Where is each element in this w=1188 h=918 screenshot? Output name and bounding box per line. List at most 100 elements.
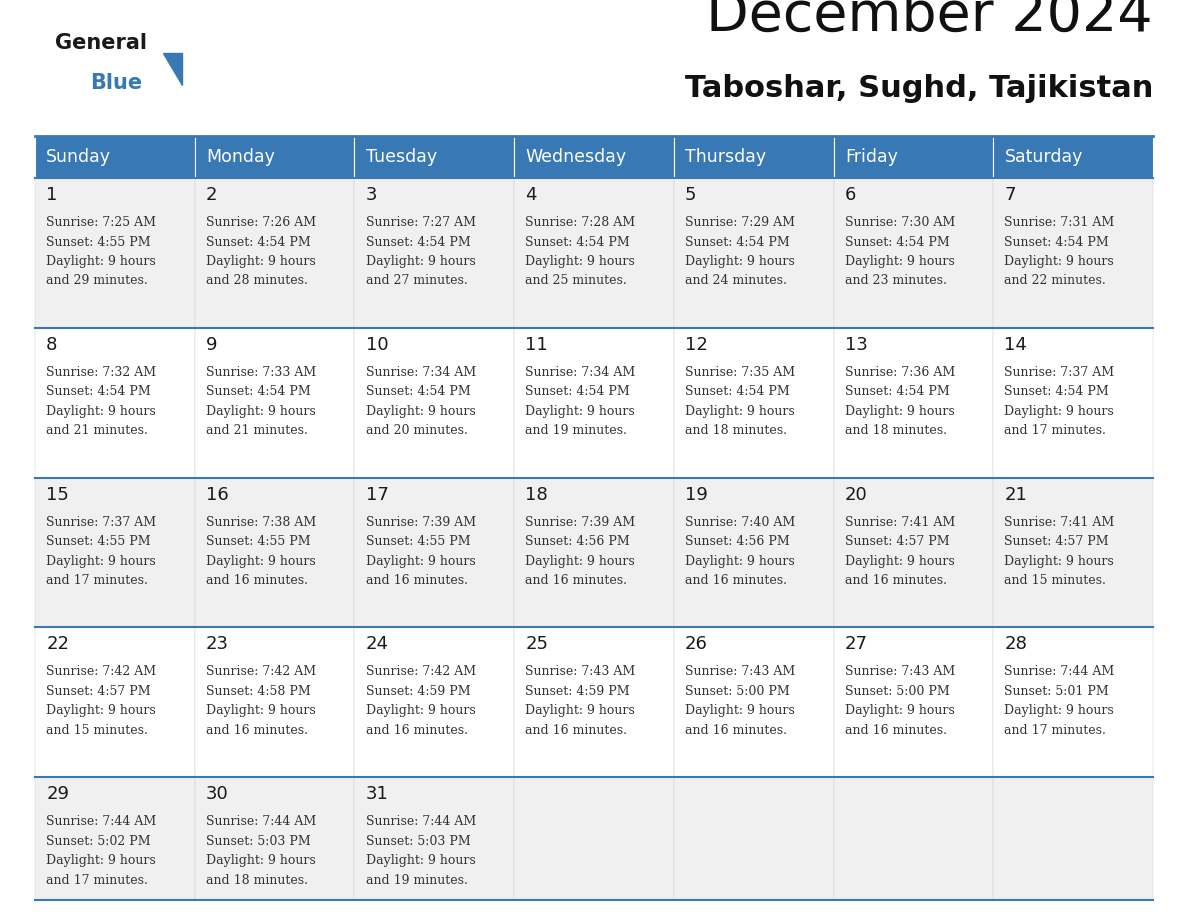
Text: and 20 minutes.: and 20 minutes.	[366, 424, 468, 437]
Text: Sunday: Sunday	[46, 148, 112, 166]
Text: Sunset: 4:56 PM: Sunset: 4:56 PM	[525, 535, 630, 548]
Text: Sunrise: 7:27 AM: Sunrise: 7:27 AM	[366, 216, 475, 229]
Text: 3: 3	[366, 186, 377, 204]
Text: and 16 minutes.: and 16 minutes.	[366, 724, 468, 737]
Text: Daylight: 9 hours: Daylight: 9 hours	[685, 554, 795, 567]
Text: and 17 minutes.: and 17 minutes.	[46, 574, 148, 588]
Text: Sunrise: 7:26 AM: Sunrise: 7:26 AM	[206, 216, 316, 229]
Text: and 16 minutes.: and 16 minutes.	[845, 724, 947, 737]
Text: Sunset: 4:54 PM: Sunset: 4:54 PM	[46, 386, 151, 398]
Text: 5: 5	[685, 186, 696, 204]
Text: Sunrise: 7:29 AM: Sunrise: 7:29 AM	[685, 216, 795, 229]
Text: 26: 26	[685, 635, 708, 654]
Bar	[195, 178, 354, 328]
Text: Daylight: 9 hours: Daylight: 9 hours	[46, 405, 156, 418]
Text: Daylight: 9 hours: Daylight: 9 hours	[685, 405, 795, 418]
Text: Daylight: 9 hours: Daylight: 9 hours	[46, 554, 156, 567]
Text: Sunrise: 7:25 AM: Sunrise: 7:25 AM	[46, 216, 156, 229]
Bar	[514, 328, 674, 477]
Text: Daylight: 9 hours: Daylight: 9 hours	[46, 854, 156, 868]
Bar	[354, 136, 514, 178]
Text: Daylight: 9 hours: Daylight: 9 hours	[206, 255, 316, 268]
Bar	[34, 136, 195, 178]
Text: and 16 minutes.: and 16 minutes.	[525, 574, 627, 588]
Text: 22: 22	[46, 635, 69, 654]
Bar	[195, 328, 354, 477]
Text: and 16 minutes.: and 16 minutes.	[685, 574, 786, 588]
Text: Daylight: 9 hours: Daylight: 9 hours	[845, 704, 954, 717]
Text: and 21 minutes.: and 21 minutes.	[46, 424, 148, 437]
Text: Sunset: 4:54 PM: Sunset: 4:54 PM	[206, 236, 310, 249]
Text: Daylight: 9 hours: Daylight: 9 hours	[46, 255, 156, 268]
Bar	[993, 178, 1154, 328]
Text: Daylight: 9 hours: Daylight: 9 hours	[1005, 405, 1114, 418]
Bar	[993, 477, 1154, 627]
Bar	[993, 136, 1154, 178]
Text: Daylight: 9 hours: Daylight: 9 hours	[525, 405, 636, 418]
Text: Sunrise: 7:35 AM: Sunrise: 7:35 AM	[685, 365, 795, 379]
Text: and 29 minutes.: and 29 minutes.	[46, 274, 148, 287]
Text: 15: 15	[46, 486, 69, 504]
Text: Daylight: 9 hours: Daylight: 9 hours	[206, 554, 316, 567]
Bar	[514, 136, 674, 178]
Text: Daylight: 9 hours: Daylight: 9 hours	[366, 554, 475, 567]
Text: Sunset: 4:54 PM: Sunset: 4:54 PM	[685, 386, 790, 398]
Text: Sunrise: 7:44 AM: Sunrise: 7:44 AM	[1005, 666, 1114, 678]
Text: Sunset: 4:54 PM: Sunset: 4:54 PM	[525, 386, 630, 398]
Bar	[195, 136, 354, 178]
Bar	[674, 178, 834, 328]
Bar	[834, 778, 993, 900]
Text: Sunrise: 7:44 AM: Sunrise: 7:44 AM	[366, 815, 476, 828]
Bar	[993, 627, 1154, 778]
Text: 10: 10	[366, 336, 388, 353]
Text: and 16 minutes.: and 16 minutes.	[845, 574, 947, 588]
Text: and 18 minutes.: and 18 minutes.	[845, 424, 947, 437]
Bar	[34, 178, 195, 328]
Text: Sunset: 4:55 PM: Sunset: 4:55 PM	[46, 236, 151, 249]
Text: Sunrise: 7:40 AM: Sunrise: 7:40 AM	[685, 516, 795, 529]
Text: Sunrise: 7:44 AM: Sunrise: 7:44 AM	[46, 815, 157, 828]
Text: 7: 7	[1005, 186, 1016, 204]
Text: 21: 21	[1005, 486, 1028, 504]
Text: Sunrise: 7:33 AM: Sunrise: 7:33 AM	[206, 365, 316, 379]
Text: Saturday: Saturday	[1005, 148, 1082, 166]
Text: Sunrise: 7:37 AM: Sunrise: 7:37 AM	[1005, 365, 1114, 379]
Bar	[354, 328, 514, 477]
Text: Sunrise: 7:36 AM: Sunrise: 7:36 AM	[845, 365, 955, 379]
Text: Sunrise: 7:42 AM: Sunrise: 7:42 AM	[366, 666, 475, 678]
Text: 8: 8	[46, 336, 57, 353]
Text: Daylight: 9 hours: Daylight: 9 hours	[525, 704, 636, 717]
Text: Sunrise: 7:44 AM: Sunrise: 7:44 AM	[206, 815, 316, 828]
Text: 20: 20	[845, 486, 867, 504]
Text: Sunset: 5:00 PM: Sunset: 5:00 PM	[685, 685, 790, 698]
Text: Sunset: 5:03 PM: Sunset: 5:03 PM	[206, 834, 310, 847]
Text: and 18 minutes.: and 18 minutes.	[206, 874, 308, 887]
Text: 6: 6	[845, 186, 857, 204]
Text: Sunset: 4:59 PM: Sunset: 4:59 PM	[366, 685, 470, 698]
Text: Daylight: 9 hours: Daylight: 9 hours	[46, 704, 156, 717]
Text: Daylight: 9 hours: Daylight: 9 hours	[206, 405, 316, 418]
Text: Daylight: 9 hours: Daylight: 9 hours	[685, 255, 795, 268]
Text: Daylight: 9 hours: Daylight: 9 hours	[366, 255, 475, 268]
Bar	[195, 778, 354, 900]
Text: 18: 18	[525, 486, 548, 504]
Text: Sunset: 4:58 PM: Sunset: 4:58 PM	[206, 685, 310, 698]
Text: Sunrise: 7:31 AM: Sunrise: 7:31 AM	[1005, 216, 1114, 229]
Text: Sunset: 4:55 PM: Sunset: 4:55 PM	[46, 535, 151, 548]
Text: 24: 24	[366, 635, 388, 654]
Text: Sunset: 4:56 PM: Sunset: 4:56 PM	[685, 535, 790, 548]
Text: 16: 16	[206, 486, 228, 504]
Text: Sunset: 5:00 PM: Sunset: 5:00 PM	[845, 685, 949, 698]
Text: Blue: Blue	[90, 73, 143, 93]
Text: Sunrise: 7:30 AM: Sunrise: 7:30 AM	[845, 216, 955, 229]
Text: Sunrise: 7:34 AM: Sunrise: 7:34 AM	[366, 365, 476, 379]
Bar	[195, 477, 354, 627]
Text: Sunrise: 7:28 AM: Sunrise: 7:28 AM	[525, 216, 636, 229]
Text: and 16 minutes.: and 16 minutes.	[366, 574, 468, 588]
Text: Sunset: 4:54 PM: Sunset: 4:54 PM	[1005, 386, 1110, 398]
Text: Thursday: Thursday	[685, 148, 766, 166]
Bar	[674, 778, 834, 900]
Text: Sunrise: 7:37 AM: Sunrise: 7:37 AM	[46, 516, 157, 529]
Text: Sunset: 4:54 PM: Sunset: 4:54 PM	[685, 236, 790, 249]
Text: and 22 minutes.: and 22 minutes.	[1005, 274, 1106, 287]
